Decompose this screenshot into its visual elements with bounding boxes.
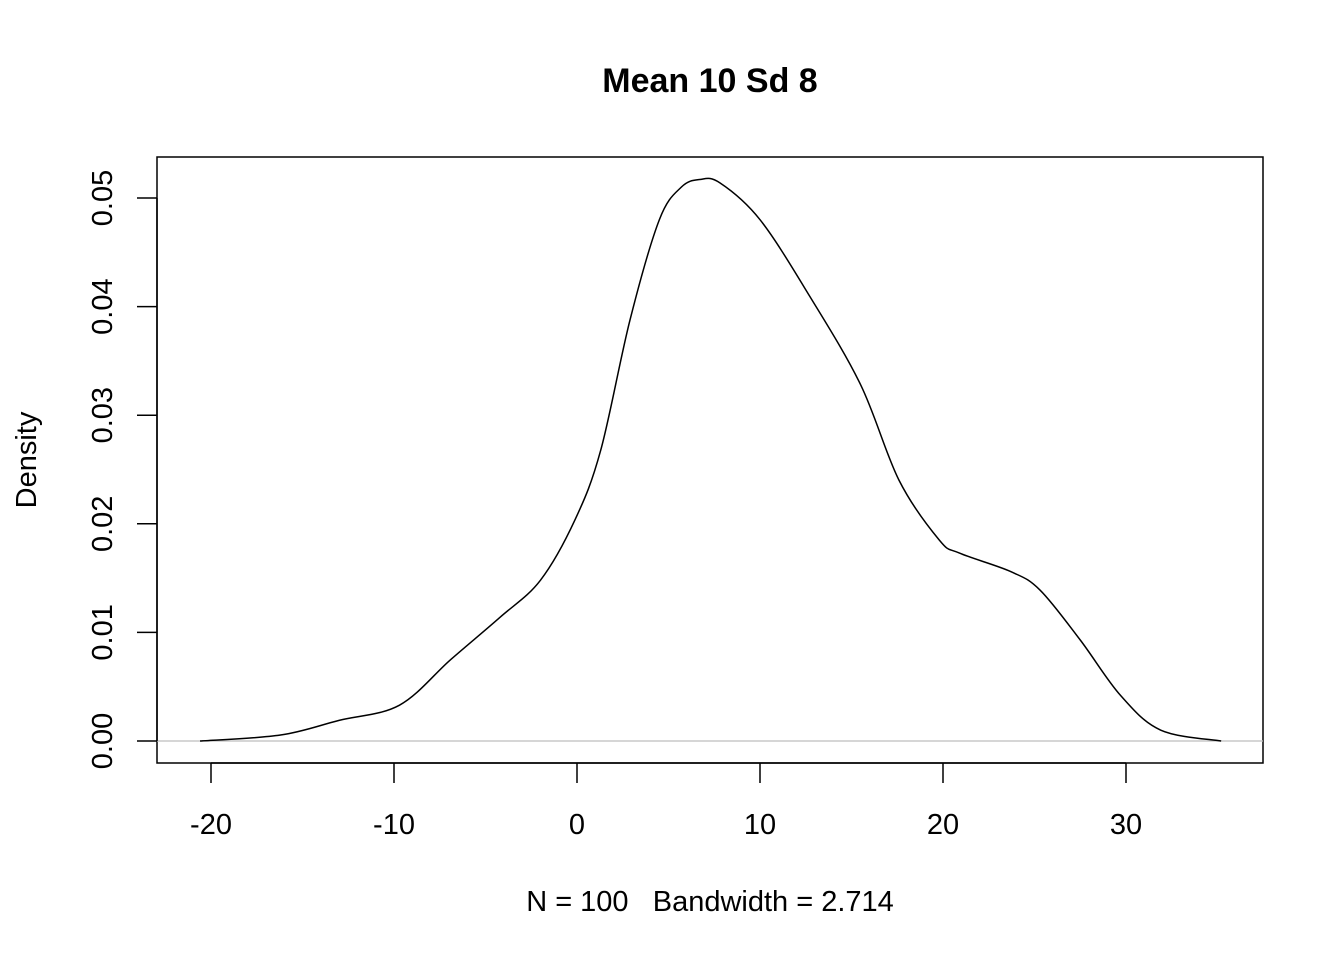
x-tick-label: -10: [373, 809, 415, 841]
x-tick-label: 20: [927, 809, 959, 841]
y-tick-label: 0.01: [87, 604, 119, 660]
x-axis-label: N = 100 Bandwidth = 2.714: [526, 886, 894, 918]
chart-title: Mean 10 Sd 8: [602, 62, 817, 100]
y-tick-label: 0.04: [87, 278, 119, 334]
plot-frame: [156, 156, 1264, 764]
y-tick-label: 0.05: [87, 170, 119, 226]
y-tick-label: 0.00: [87, 713, 119, 769]
y-tick-label: 0.03: [87, 387, 119, 443]
y-tick-label: 0.02: [87, 496, 119, 552]
density-curve: [199, 177, 1222, 742]
x-axis: -20 -10 0 10 20 30: [190, 762, 1142, 841]
x-tick-label: 10: [744, 809, 776, 841]
y-axis-label: Density: [11, 411, 43, 508]
x-tick-label: 0: [569, 809, 585, 841]
x-tick-label: -20: [190, 809, 232, 841]
y-axis: 0.00 0.01 0.02 0.03 0.04 0.05: [87, 170, 158, 769]
x-tick-label: 30: [1110, 809, 1142, 841]
